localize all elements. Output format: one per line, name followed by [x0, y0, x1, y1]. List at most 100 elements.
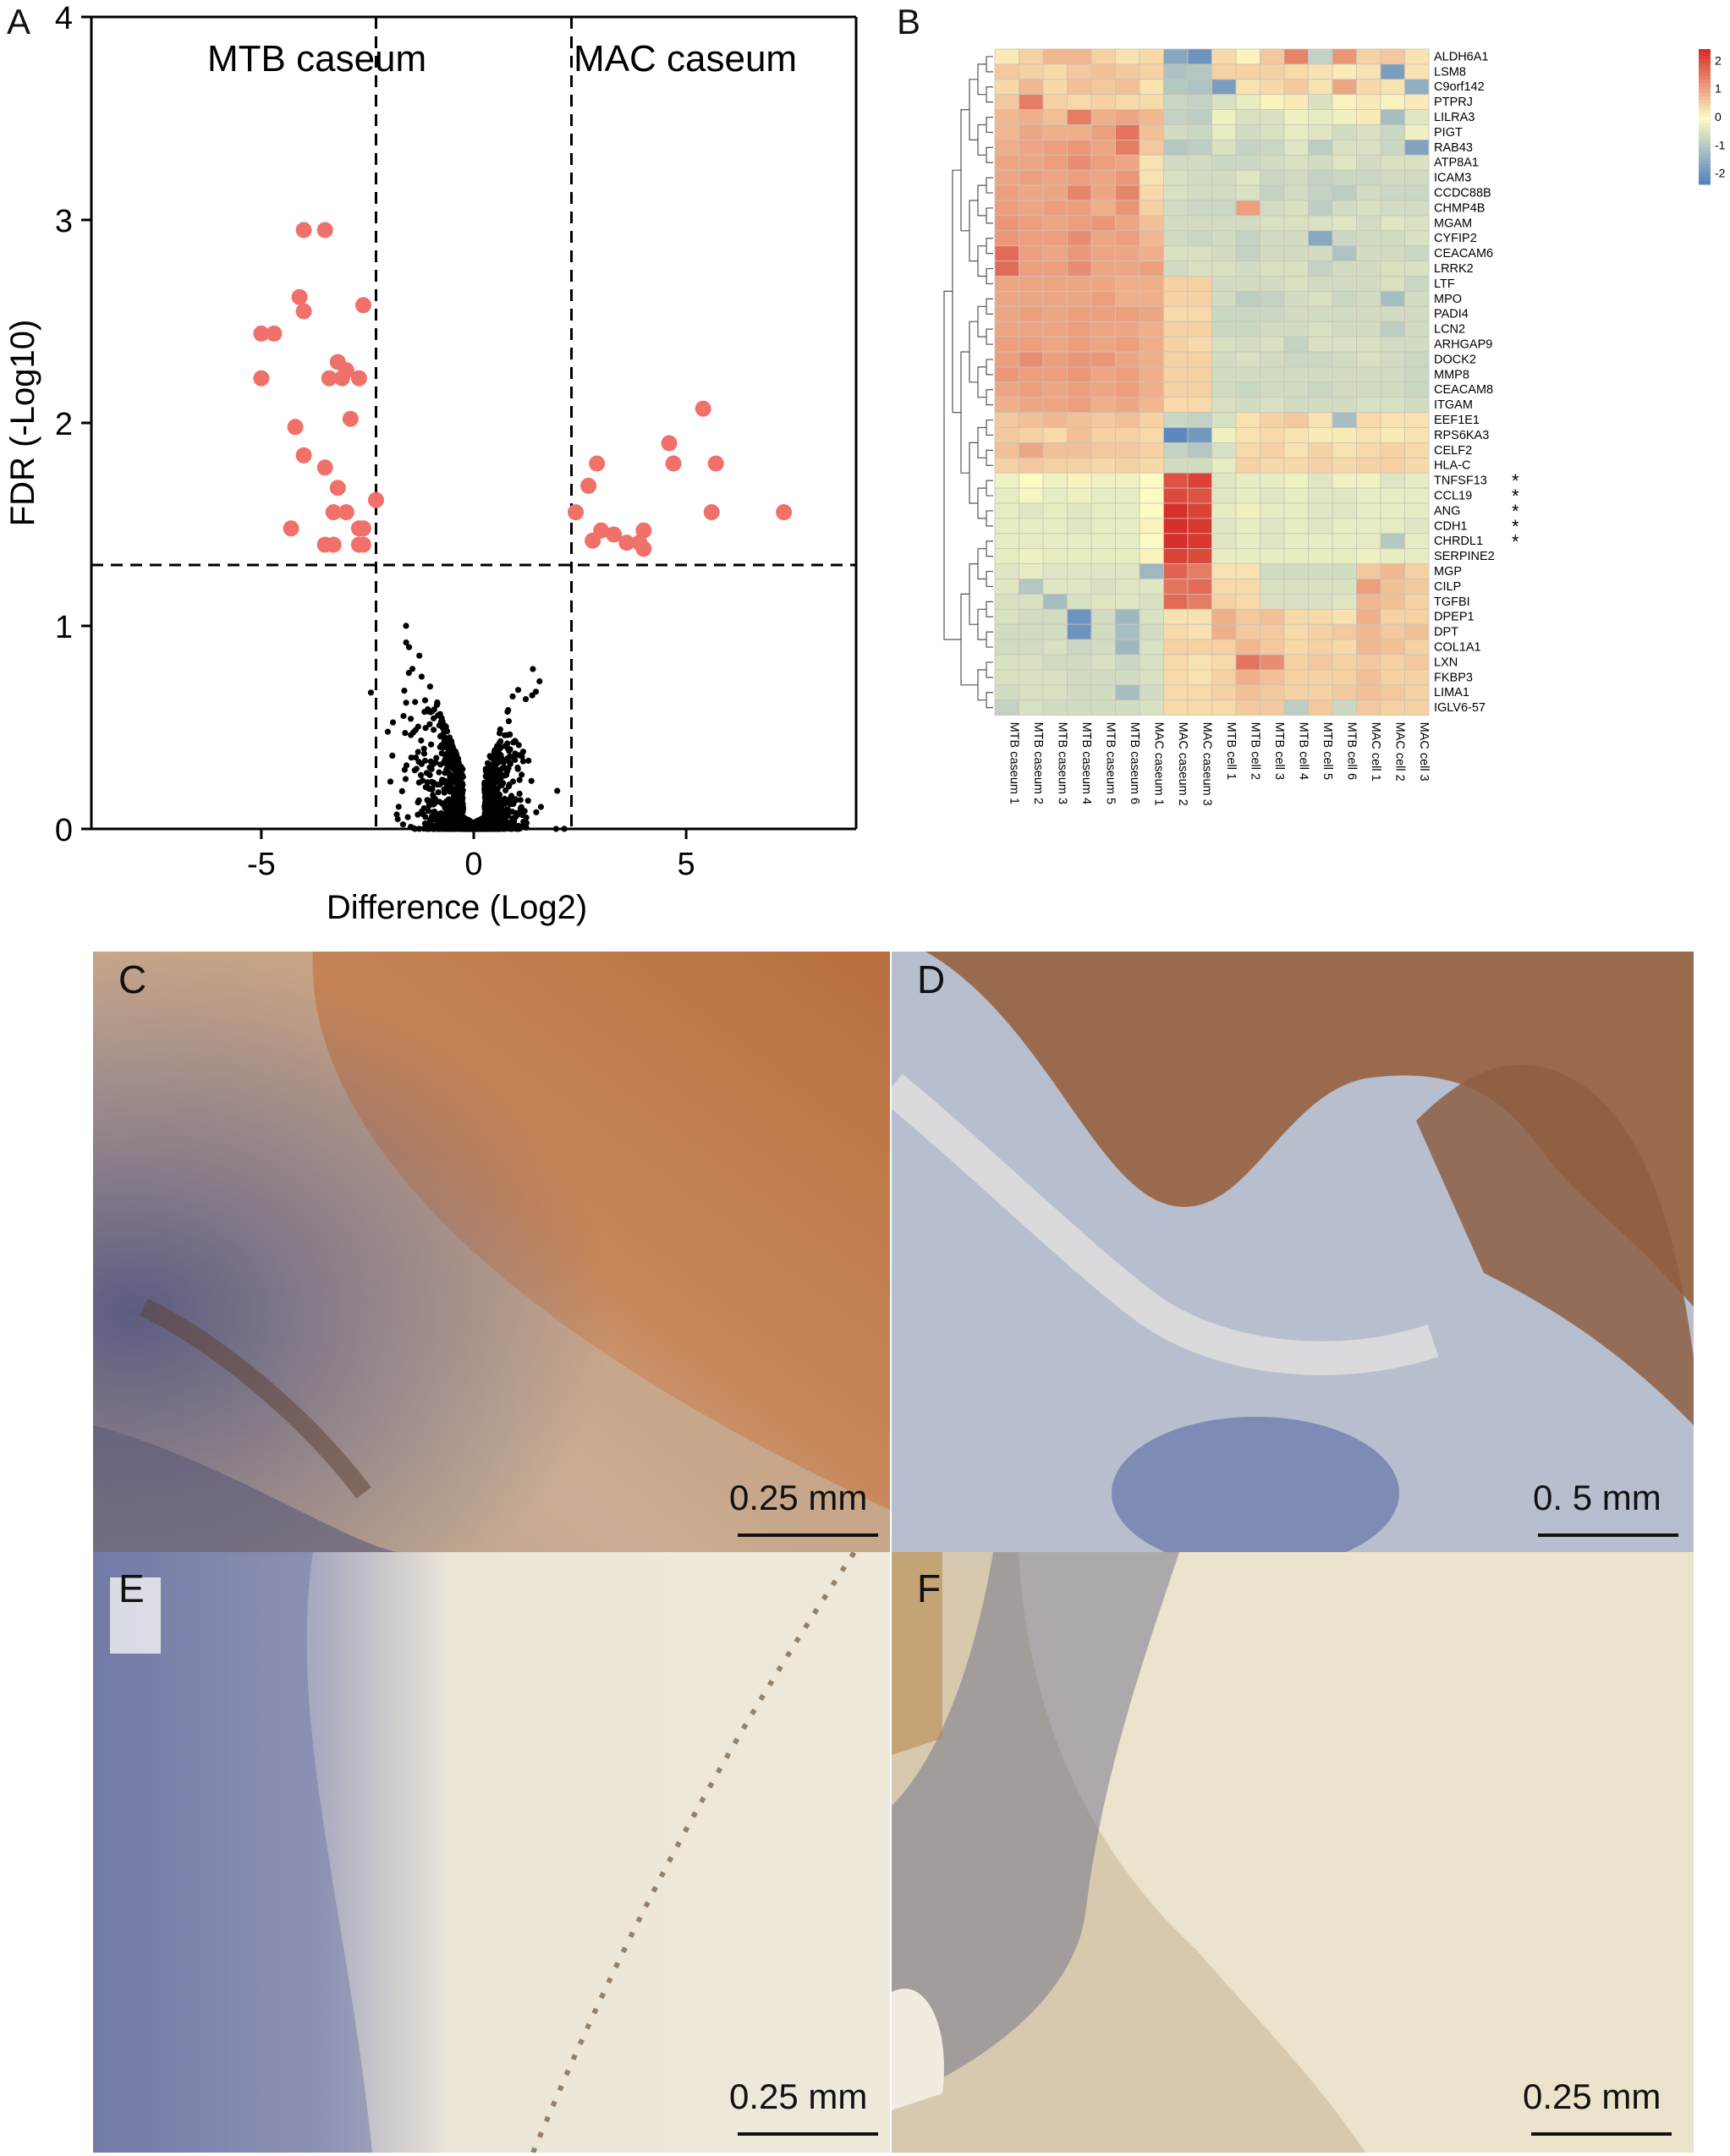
- heatmap-cell: [1308, 109, 1333, 125]
- micrograph-f: F 0.25 mm: [892, 1552, 1694, 2153]
- heatmap-cell: [1115, 215, 1140, 232]
- heatmap-cell: [1139, 109, 1164, 125]
- heatmap-cell: [1235, 397, 1260, 414]
- heatmap-cell: [1115, 200, 1140, 217]
- heatmap-cell: [1211, 305, 1237, 322]
- heatmap-cell: [1163, 366, 1189, 383]
- heatmap-cell: [1283, 639, 1309, 656]
- heatmap-cell: [1115, 169, 1140, 186]
- point: [514, 812, 520, 819]
- heatmap-cell: [1115, 245, 1140, 262]
- heatmap-cell: [1380, 336, 1405, 353]
- heatmap-cell: [1211, 109, 1237, 125]
- row-label: DOCK2: [1434, 353, 1476, 366]
- legend-swatch: [1699, 80, 1711, 84]
- heatmap-cell: [1187, 154, 1212, 171]
- point: [537, 804, 545, 810]
- point: [497, 798, 504, 805]
- heatmap-cell: [1042, 594, 1068, 610]
- point: [536, 678, 543, 685]
- heatmap-cell: [1067, 321, 1092, 337]
- heatmap-cell: [1187, 623, 1212, 640]
- point: [497, 758, 504, 765]
- heatmap-cell: [1260, 427, 1285, 443]
- dendrogram-branch: [986, 692, 993, 709]
- heatmap-cell: [1308, 245, 1333, 262]
- heatmap-cell: [1235, 351, 1260, 368]
- heatmap-cell: [1404, 442, 1430, 458]
- legend-swatch: [1699, 49, 1711, 53]
- point: [448, 738, 455, 744]
- legend-swatch: [1699, 66, 1711, 70]
- heatmap-cell: [1042, 442, 1068, 458]
- heatmap-cell: [1235, 699, 1260, 716]
- heatmap-cell: [1380, 48, 1405, 65]
- heatmap-cell: [1308, 397, 1333, 414]
- background-points: [367, 623, 568, 832]
- heatmap-cell: [1283, 63, 1309, 80]
- row-label: LILRA3: [1434, 111, 1475, 124]
- heatmap-cell: [1332, 472, 1357, 489]
- panel-letter-f: F: [917, 1566, 942, 1610]
- heatmap-cell: [1139, 502, 1164, 519]
- row-label: CEACAM6: [1434, 247, 1493, 261]
- dendrogram-branch: [969, 79, 978, 140]
- heatmap-cell: [1019, 684, 1044, 701]
- heatmap-cell: [1139, 457, 1164, 474]
- point: [499, 773, 506, 780]
- point: [441, 786, 448, 793]
- heatmap-cell: [1260, 548, 1285, 565]
- heatmap-cell: [1211, 124, 1237, 140]
- heatmap-cell: [1308, 48, 1333, 65]
- significant-point: [585, 532, 601, 549]
- significant-point: [283, 520, 299, 537]
- heatmap-cell: [1115, 412, 1140, 428]
- legend-tick-label: -2: [1715, 167, 1726, 180]
- heatmap-cell: [1115, 502, 1140, 519]
- heatmap-cell: [1356, 594, 1381, 610]
- heatmap-cell: [1019, 533, 1044, 550]
- heatmap-cell: [1067, 412, 1092, 428]
- heatmap-cell: [1380, 63, 1405, 80]
- heatmap-cell: [1187, 351, 1212, 368]
- point: [492, 811, 498, 818]
- heatmap-cell: [1380, 487, 1405, 504]
- heatmap-cell: [1235, 169, 1260, 186]
- heatmap-cell: [1163, 502, 1189, 519]
- point: [505, 718, 513, 725]
- heatmap-cell: [1332, 245, 1357, 262]
- row-star: *: [1512, 516, 1519, 537]
- point: [554, 787, 561, 794]
- heatmap-cell: [1187, 397, 1212, 414]
- heatmap-cell: [1042, 94, 1068, 110]
- heatmap-cell: [1260, 261, 1285, 277]
- heatmap-cell: [1139, 699, 1164, 716]
- column-label: MTB caseum 4: [1079, 722, 1093, 805]
- heatmap-cell: [1042, 321, 1068, 337]
- heatmap-cell: [1404, 579, 1430, 595]
- heatmap-cell: [1283, 261, 1309, 277]
- heatmap-cell: [1283, 442, 1309, 458]
- point: [512, 738, 519, 745]
- heatmap-cell: [1187, 518, 1212, 535]
- heatmap-cell: [1211, 321, 1237, 337]
- heatmap-cell: [1211, 457, 1237, 474]
- heatmap-cell: [1380, 518, 1405, 535]
- y-tick-label: 1: [55, 610, 73, 645]
- heatmap-cell: [1187, 684, 1212, 701]
- heatmap-cell: [1356, 79, 1381, 96]
- row-label: CEACAM8: [1434, 383, 1493, 397]
- heatmap-cell: [1067, 608, 1092, 625]
- heatmap-cell: [1356, 230, 1381, 247]
- heatmap-cell: [1308, 290, 1333, 307]
- heatmap-cell: [1356, 502, 1381, 519]
- heatmap-cell: [1090, 366, 1116, 383]
- heatmap-cell: [1187, 563, 1212, 579]
- point: [524, 798, 531, 804]
- heatmap-cell: [1332, 154, 1357, 171]
- dendrogram-branch: [977, 487, 986, 519]
- row-label: PIGT: [1434, 126, 1463, 140]
- heatmap-cell: [1139, 139, 1164, 156]
- heatmap-cell: [1260, 79, 1285, 96]
- heatmap-cell: [1211, 533, 1237, 550]
